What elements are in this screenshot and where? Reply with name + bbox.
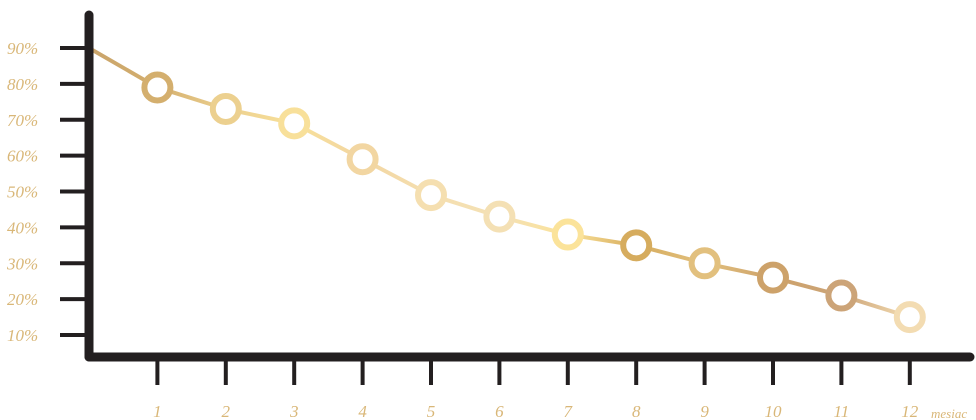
x-tick-label: 11	[834, 402, 850, 420]
x-tick-label: 2	[222, 402, 231, 420]
x-tick-label: 7	[564, 402, 574, 420]
data-point	[278, 107, 311, 140]
y-tick-label: 40%	[7, 218, 38, 237]
x-tick-label: 3	[289, 402, 299, 420]
x-tick-label: 4	[358, 402, 367, 420]
data-point	[346, 143, 379, 176]
x-axis-ticks: 1 2 3 4 5 6 7 8 9 10 11 12	[153, 357, 919, 420]
y-tick-label: 10%	[7, 326, 38, 345]
data-point	[893, 301, 926, 334]
x-tick-label: 9	[700, 402, 709, 420]
data-point	[209, 92, 242, 125]
y-tick-label: 50%	[7, 183, 38, 202]
data-point	[415, 179, 447, 212]
data-point	[757, 261, 789, 294]
x-tick-label: 6	[495, 402, 504, 420]
data-point	[483, 200, 516, 233]
data-point	[620, 229, 653, 262]
x-axis-label: mesiac	[931, 406, 967, 420]
x-tick-label: 1	[153, 402, 162, 420]
data-point	[141, 71, 174, 104]
data-point	[551, 218, 584, 251]
y-tick-label: 20%	[7, 290, 38, 309]
x-tick-label: 12	[901, 402, 919, 420]
y-tick-label: 80%	[7, 75, 38, 94]
y-tick-label: 90%	[7, 39, 38, 58]
x-tick-label: 8	[632, 402, 641, 420]
series-points	[141, 71, 926, 334]
y-tick-label: 70%	[7, 111, 38, 130]
x-tick-label: 5	[427, 402, 436, 420]
y-axis-ticks: 10% 20% 30% 40% 50% 60% 70% 80% 90%	[6, 39, 89, 345]
y-tick-label: 60%	[7, 147, 38, 166]
y-tick-label: 30%	[6, 254, 38, 273]
data-point	[688, 247, 721, 280]
x-tick-label: 10	[765, 402, 783, 420]
data-point	[825, 279, 858, 312]
